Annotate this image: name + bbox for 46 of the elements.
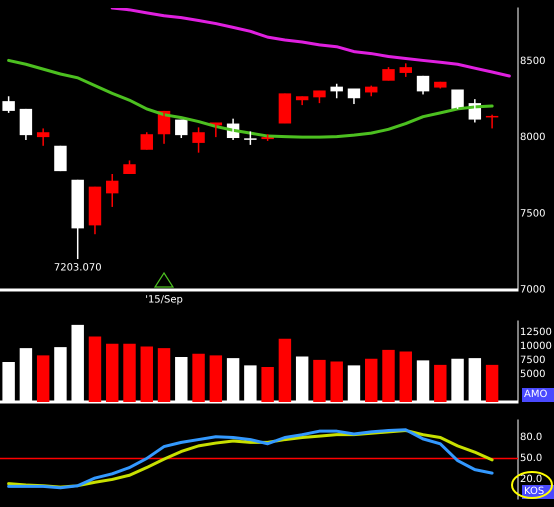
bar (330, 362, 343, 402)
candlestick (313, 90, 326, 104)
candlestick (106, 173, 118, 208)
bar (365, 358, 378, 402)
bar (123, 344, 136, 402)
y-tick-label: 8500 (520, 56, 546, 67)
y-tick-label: 7500 (520, 354, 546, 366)
bar (278, 338, 292, 402)
y-tick-label: 50.0 (520, 453, 542, 464)
bar (400, 352, 412, 402)
candlestick (36, 128, 50, 147)
candlestick (2, 96, 15, 114)
x-tick-label: '15/Sep (145, 294, 183, 306)
bar (158, 348, 170, 402)
y-tick-label: 7500 (520, 208, 546, 220)
bar (192, 354, 205, 402)
candlestick (365, 84, 378, 98)
annotation: 7203.070 (54, 262, 102, 274)
candlestick (243, 130, 258, 146)
bar (382, 350, 395, 402)
candlestick (400, 62, 412, 78)
bar (36, 355, 50, 402)
y-tick-label: 7000 (520, 284, 546, 296)
candlestick (140, 131, 153, 151)
y-tick-label: 10000 (520, 341, 552, 352)
y-tick-label: 20.0 (520, 474, 542, 486)
bar (106, 344, 118, 402)
candlestick (330, 83, 343, 99)
y-tick-label: 8000 (520, 132, 546, 144)
bar (313, 360, 326, 402)
candlestick (451, 88, 464, 110)
bar (88, 336, 102, 402)
bar (486, 364, 498, 402)
bar (140, 346, 153, 402)
candlestick (485, 114, 500, 130)
text: AMO (522, 388, 554, 402)
bar (261, 367, 274, 402)
text: KOS (522, 485, 554, 499)
bar (434, 364, 447, 402)
candlestick (54, 145, 67, 172)
candlestick (278, 92, 292, 124)
bar (210, 355, 222, 402)
y-tick-label: 12500 (520, 327, 552, 338)
candlestick (192, 126, 205, 154)
y-tick-label: 80.0 (520, 432, 542, 444)
y-tick-label: 5000 (520, 368, 546, 380)
